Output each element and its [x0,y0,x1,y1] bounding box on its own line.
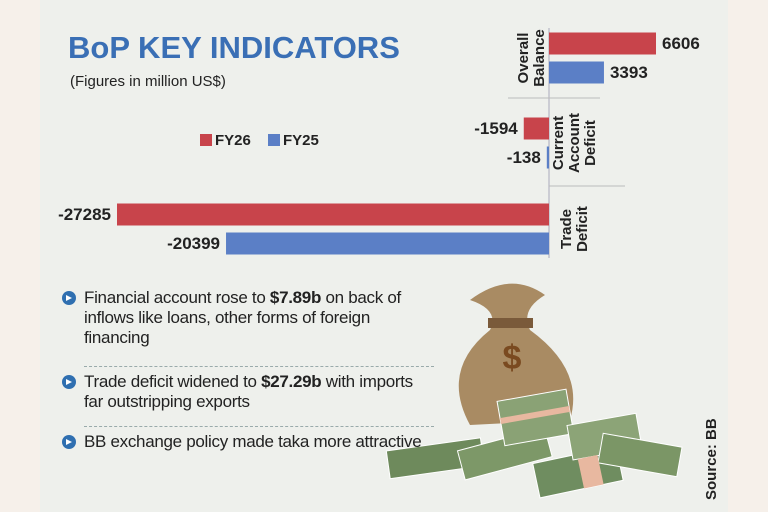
value-label: 3393 [610,63,648,82]
legend-label: FY26 [215,132,251,149]
bullet-highlight: $7.89b [269,288,322,307]
bar [523,117,549,140]
separator [84,426,434,427]
bar [117,203,549,226]
bullet-text: with imports far outstripping exports [84,372,413,411]
bullet-icon [62,375,76,389]
category-label: CurrentAccountDeficit [550,113,599,173]
bullet-icon [62,435,76,449]
value-label: -20399 [167,234,220,253]
bullet-text: BB exchange policy made taka more attrac… [84,432,422,451]
category-label: OverallBalance [515,29,548,87]
money-bag: $ [385,283,683,499]
bullet: Trade deficit widened to $27.29b with im… [62,372,429,412]
bullet-text: Financial account rose to [84,288,270,307]
value-label: -138 [507,148,541,167]
value-label: 6606 [662,34,700,53]
legend-label: FY25 [283,132,319,149]
bar [546,146,549,169]
legend-swatch [268,134,280,146]
chart-subtitle: (Figures in million US$) [70,73,226,90]
bullet: BB exchange policy made taka more attrac… [62,432,429,452]
chart-title: BoP KEY INDICATORS [68,30,400,65]
bullet-highlight: $27.29b [261,372,322,391]
bullet: Financial account rose to $7.89b on back… [62,288,429,348]
bullet-icon [62,291,76,305]
value-label: -27285 [58,205,111,224]
bar [226,232,549,255]
legend-swatch [200,134,212,146]
bullet-text: Trade deficit widened to [84,372,262,391]
svg-text:$: $ [503,339,522,377]
category-label: TradeDeficit [558,206,591,252]
source: Source: BB [703,418,720,500]
bullet-text: on back of inflows like loans, other for… [84,288,401,347]
separator [84,366,434,367]
value-label: -1594 [474,119,518,138]
bar [549,32,656,55]
bar [549,61,604,84]
